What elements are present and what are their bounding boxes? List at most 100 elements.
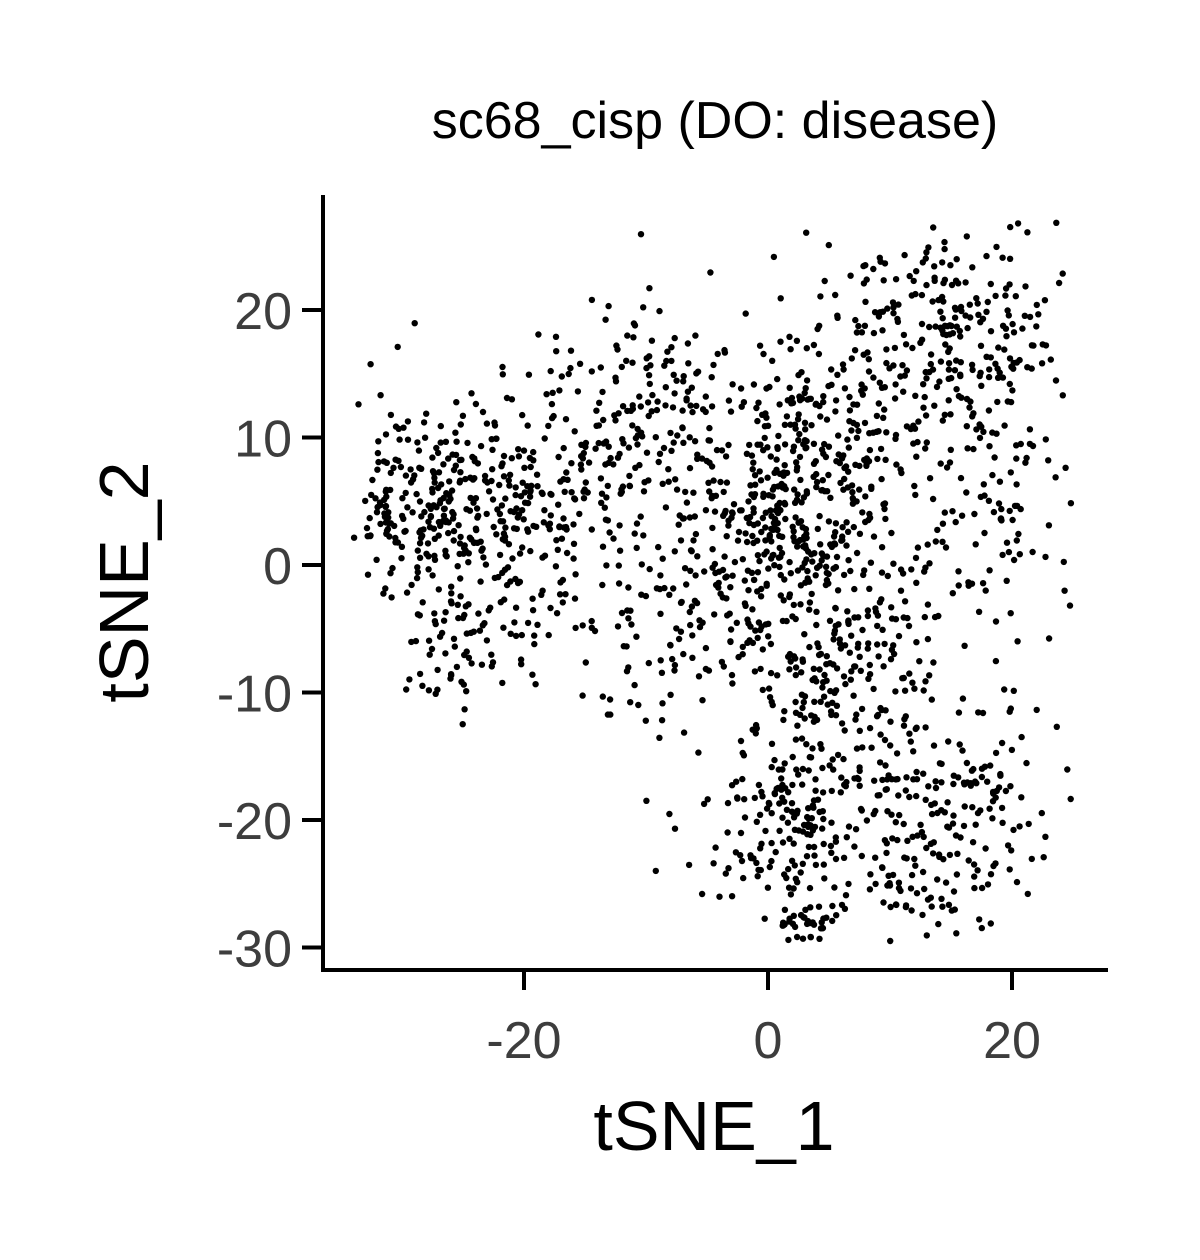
data-point	[961, 642, 968, 649]
data-point	[888, 615, 896, 622]
data-point	[752, 730, 759, 737]
data-point	[526, 493, 534, 500]
data-point	[628, 621, 635, 628]
data-point	[588, 368, 595, 375]
data-point	[686, 434, 693, 441]
data-point	[818, 919, 825, 926]
data-point	[750, 509, 757, 516]
data-point	[763, 582, 770, 589]
data-point	[802, 906, 809, 913]
data-point	[479, 622, 486, 629]
data-point	[971, 884, 978, 892]
data-point	[779, 814, 786, 821]
data-point	[945, 824, 953, 831]
data-point	[552, 563, 560, 570]
data-point	[630, 320, 638, 327]
data-point	[380, 590, 387, 597]
data-point	[841, 781, 848, 788]
data-point	[1016, 823, 1023, 830]
data-point	[859, 744, 866, 751]
data-point	[894, 836, 901, 844]
data-point	[750, 381, 758, 388]
data-point	[515, 453, 523, 460]
data-point	[414, 547, 421, 554]
data-point	[806, 884, 814, 892]
data-point	[947, 411, 954, 418]
data-point	[780, 716, 787, 724]
data-point	[683, 581, 690, 588]
data-point	[856, 486, 863, 493]
data-point	[812, 787, 819, 794]
data-point	[553, 610, 561, 617]
data-point	[774, 672, 781, 679]
data-point	[1004, 398, 1011, 405]
data-point	[413, 574, 421, 582]
data-point	[1045, 522, 1053, 529]
points-layer	[350, 219, 1075, 945]
data-point	[565, 370, 572, 378]
data-point	[688, 384, 695, 391]
data-point	[637, 231, 645, 238]
data-point	[667, 429, 674, 437]
data-point	[485, 488, 493, 495]
data-point	[806, 395, 813, 403]
data-point	[428, 645, 436, 653]
data-point	[671, 390, 678, 397]
data-point	[919, 911, 926, 919]
data-point	[908, 566, 915, 573]
data-point	[675, 521, 682, 528]
data-point	[900, 722, 908, 729]
data-point	[431, 535, 438, 542]
data-point	[858, 705, 866, 713]
data-point	[684, 388, 692, 395]
data-point	[572, 571, 579, 578]
data-point	[845, 557, 852, 564]
data-point	[375, 438, 382, 445]
data-point	[643, 797, 650, 804]
data-point	[878, 544, 886, 551]
data-point	[789, 781, 796, 789]
data-point	[727, 584, 734, 591]
data-point	[751, 668, 759, 675]
data-point	[375, 458, 382, 466]
data-point	[510, 508, 518, 516]
data-point	[581, 486, 588, 493]
data-point	[760, 493, 767, 500]
data-point	[953, 930, 960, 937]
data-point	[741, 600, 749, 607]
data-point	[800, 441, 807, 448]
data-point	[926, 475, 934, 482]
data-point	[723, 479, 731, 486]
data-point	[905, 622, 913, 630]
data-point	[453, 438, 460, 445]
data-point	[794, 416, 802, 423]
data-point	[683, 397, 690, 404]
data-point	[541, 507, 548, 514]
data-point	[970, 445, 977, 453]
data-point	[826, 762, 833, 769]
data-point	[846, 407, 854, 414]
data-point	[929, 298, 936, 305]
data-point	[986, 567, 993, 574]
data-point	[890, 304, 897, 311]
data-point	[750, 576, 758, 584]
data-point	[491, 419, 498, 426]
data-point	[884, 305, 891, 312]
data-point	[723, 573, 730, 580]
data-point	[949, 590, 956, 597]
data-point	[997, 772, 1004, 779]
data-point	[860, 571, 867, 579]
data-point	[747, 854, 755, 862]
data-point	[699, 697, 706, 704]
data-point	[501, 596, 508, 603]
data-point	[610, 535, 617, 542]
data-point	[1007, 705, 1014, 712]
data-point	[426, 651, 433, 658]
data-point	[500, 452, 508, 460]
data-point	[943, 331, 950, 339]
data-point	[728, 893, 736, 900]
data-point	[524, 528, 532, 535]
data-point	[625, 615, 632, 622]
data-point	[913, 768, 920, 776]
data-point	[448, 583, 455, 590]
